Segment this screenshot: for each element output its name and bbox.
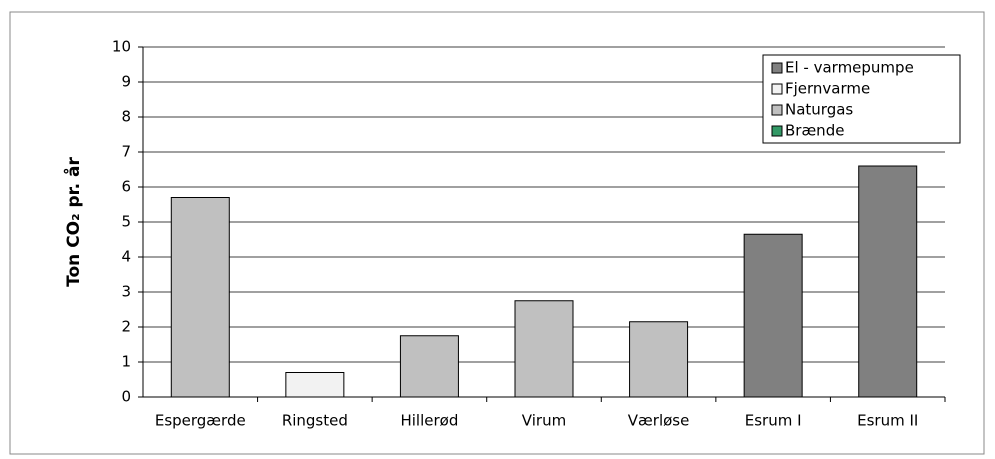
y-tick-label: 2 [121,318,131,336]
legend-swatch [771,83,783,95]
y-tick-label: 3 [121,283,131,301]
y-tick-label: 0 [121,388,131,406]
legend-label: Naturgas [785,101,853,119]
x-tick-label: Esrum I [745,412,802,430]
y-tick-label: 8 [121,108,131,126]
y-tick-label: 10 [112,38,131,56]
legend-swatch [771,62,783,74]
legend-label: Brænde [785,122,844,140]
y-tick-label: 6 [121,178,131,196]
x-tick-label: Ringsted [282,412,348,430]
y-tick-label: 4 [121,248,131,266]
x-tick-label: Esrum II [857,412,918,430]
y-axis-label: Ton CO₂ pr. år [62,157,84,287]
x-tick-label: Værløse [628,412,690,430]
legend-swatch [771,125,783,137]
bar [514,300,574,398]
y-tick-label: 1 [121,353,131,371]
y-tick-label: 9 [121,73,131,91]
y-tick-label: 5 [121,213,131,231]
bar [170,197,230,398]
y-tick-label: 7 [121,143,131,161]
bar [858,165,918,398]
x-tick-label: Espergærde [155,412,246,430]
bar [285,372,345,398]
bar [743,233,803,398]
legend-label: Fjernvarme [785,80,870,98]
bar [629,321,689,398]
bar [399,335,459,398]
legend-label: El - varmepumpe [785,59,914,77]
legend-swatch [771,104,783,116]
x-tick-label: Virum [522,412,566,430]
legend-box [762,54,961,144]
x-tick-label: Hillerød [400,412,458,430]
